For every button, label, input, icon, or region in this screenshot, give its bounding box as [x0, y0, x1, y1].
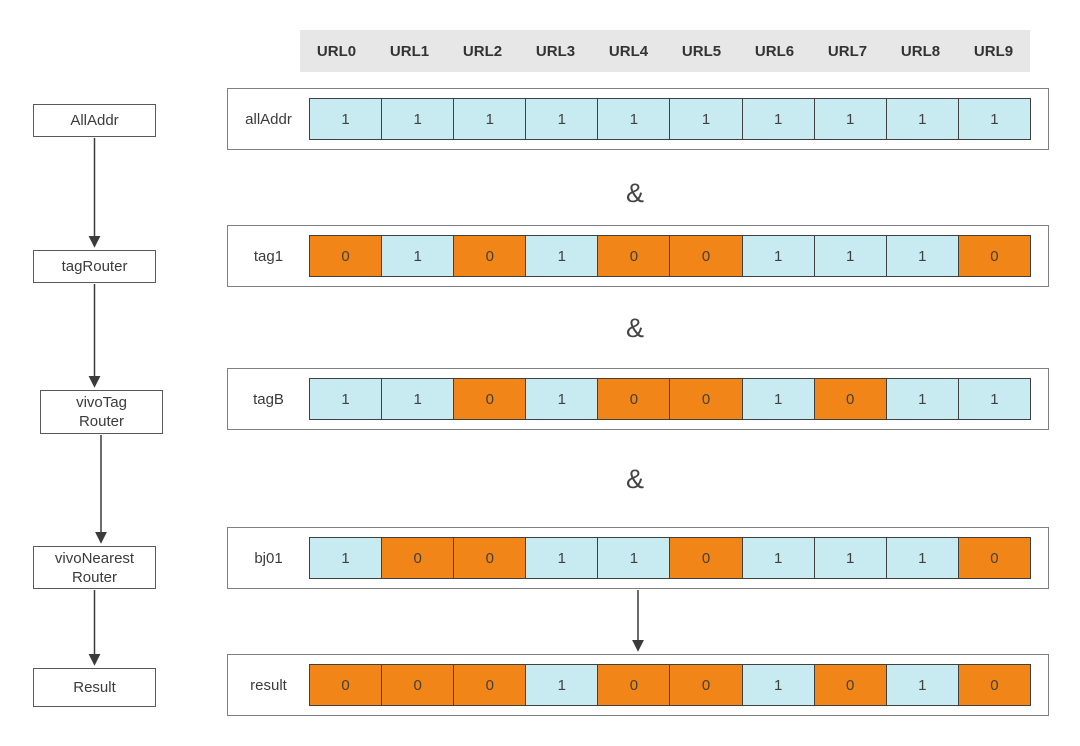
bit-cell-result-url6: 1 [741, 664, 815, 706]
bit-cell-tagb-url8: 1 [885, 378, 959, 420]
bit-cell-tagb-url3: 1 [525, 378, 599, 420]
bit-cell-bj01-url0: 1 [309, 537, 383, 579]
bit-cell-tagb-url6: 1 [741, 378, 815, 420]
bit-cell-result-url5: 0 [669, 664, 743, 706]
column-header-url3: URL3 [535, 42, 576, 60]
bit-cell-alladdr-url1: 1 [381, 98, 455, 140]
bitmap-row-result: result 0 0 0 1 0 0 1 0 1 0 [227, 654, 1049, 716]
column-header-url9: URL9 [973, 42, 1014, 60]
column-header-bar: URL0 URL1 URL2 URL3 URL4 URL5 URL6 URL7 URL8 URL9 [300, 30, 1030, 72]
column-header-url2: URL2 [462, 42, 503, 60]
bit-cell-tagb-url4: 0 [597, 378, 671, 420]
and-operator-2: & [625, 313, 644, 343]
flow-node-vivonearestrouter: vivoNearest Router [33, 546, 156, 589]
bit-cell-alladdr-url4: 1 [597, 98, 671, 140]
bit-cell-result-url4: 0 [597, 664, 671, 706]
bit-cell-alladdr-url3: 1 [525, 98, 599, 140]
bit-cell-bj01-url6: 1 [741, 537, 815, 579]
bit-cell-tag1-url3: 1 [525, 235, 599, 277]
bit-cell-bj01-url7: 1 [813, 537, 887, 579]
row-label-tag1: tag1 [253, 247, 284, 265]
flow-node-alladdr: AllAddr [33, 104, 156, 137]
bitmap-row-tag1: tag1 0 1 0 1 0 0 1 1 1 0 [227, 225, 1049, 287]
flow-node-tagrouter: tagRouter [33, 250, 156, 283]
bit-cell-tag1-url2: 0 [453, 235, 527, 277]
bit-cell-tag1-url0: 0 [309, 235, 383, 277]
bit-cell-alladdr-url0: 1 [309, 98, 383, 140]
bit-cell-result-url1: 0 [381, 664, 455, 706]
flow-node-vivotagrouter: vivoTag Router [40, 390, 163, 434]
bit-cell-result-url0: 0 [309, 664, 383, 706]
bit-cell-tag1-url7: 1 [813, 235, 887, 277]
bit-cell-alladdr-url5: 1 [669, 98, 743, 140]
bit-cell-tagb-url0: 1 [309, 378, 383, 420]
bit-cell-tagb-url7: 0 [813, 378, 887, 420]
column-header-url1: URL1 [389, 42, 430, 60]
bit-cell-alladdr-url6: 1 [741, 98, 815, 140]
row-label-tagb: tagB [253, 390, 284, 408]
bit-cell-alladdr-url7: 1 [813, 98, 887, 140]
bit-cell-bj01-url9: 0 [957, 537, 1031, 579]
bit-cell-tag1-url8: 1 [885, 235, 959, 277]
column-header-url0: URL0 [316, 42, 357, 60]
bitmap-row-bj01: bj01 1 0 0 1 1 0 1 1 1 0 [227, 527, 1049, 589]
column-header-url4: URL4 [608, 42, 649, 60]
bit-cell-tag1-url9: 0 [957, 235, 1031, 277]
bit-cell-result-url7: 0 [813, 664, 887, 706]
and-operator-3: & [625, 464, 644, 494]
bit-cell-result-url3: 1 [525, 664, 599, 706]
bit-cell-alladdr-url9: 1 [957, 98, 1031, 140]
and-operator-1: & [625, 178, 644, 208]
bit-cell-bj01-url8: 1 [885, 537, 959, 579]
column-header-url5: URL5 [681, 42, 722, 60]
bit-cell-result-url9: 0 [957, 664, 1031, 706]
row-label-alladdr: allAddr [245, 110, 292, 128]
bitmap-row-alladdr: allAddr 1 1 1 1 1 1 1 1 1 1 [227, 88, 1049, 150]
bit-cell-tagb-url1: 1 [381, 378, 455, 420]
row-label-result: result [250, 676, 287, 694]
bit-cell-tagb-url2: 0 [453, 378, 527, 420]
bit-cell-tag1-url5: 0 [669, 235, 743, 277]
bit-cell-bj01-url2: 0 [453, 537, 527, 579]
bit-cell-result-url2: 0 [453, 664, 527, 706]
bit-cell-tag1-url4: 0 [597, 235, 671, 277]
bit-cell-tagb-url9: 1 [957, 378, 1031, 420]
bit-cell-tag1-url6: 1 [741, 235, 815, 277]
bit-cell-alladdr-url2: 1 [453, 98, 527, 140]
flow-node-result: Result [33, 668, 156, 707]
bit-cell-bj01-url5: 0 [669, 537, 743, 579]
bit-cell-result-url8: 1 [885, 664, 959, 706]
column-header-url7: URL7 [827, 42, 868, 60]
bit-cell-bj01-url3: 1 [525, 537, 599, 579]
column-header-url8: URL8 [900, 42, 941, 60]
bit-cell-alladdr-url8: 1 [885, 98, 959, 140]
bit-cell-tagb-url5: 0 [669, 378, 743, 420]
bit-cell-bj01-url1: 0 [381, 537, 455, 579]
row-label-bj01: bj01 [254, 549, 283, 567]
bitmap-row-tagb: tagB 1 1 0 1 0 0 1 0 1 1 [227, 368, 1049, 430]
bit-cell-bj01-url4: 1 [597, 537, 671, 579]
column-header-url6: URL6 [754, 42, 795, 60]
bit-cell-tag1-url1: 1 [381, 235, 455, 277]
